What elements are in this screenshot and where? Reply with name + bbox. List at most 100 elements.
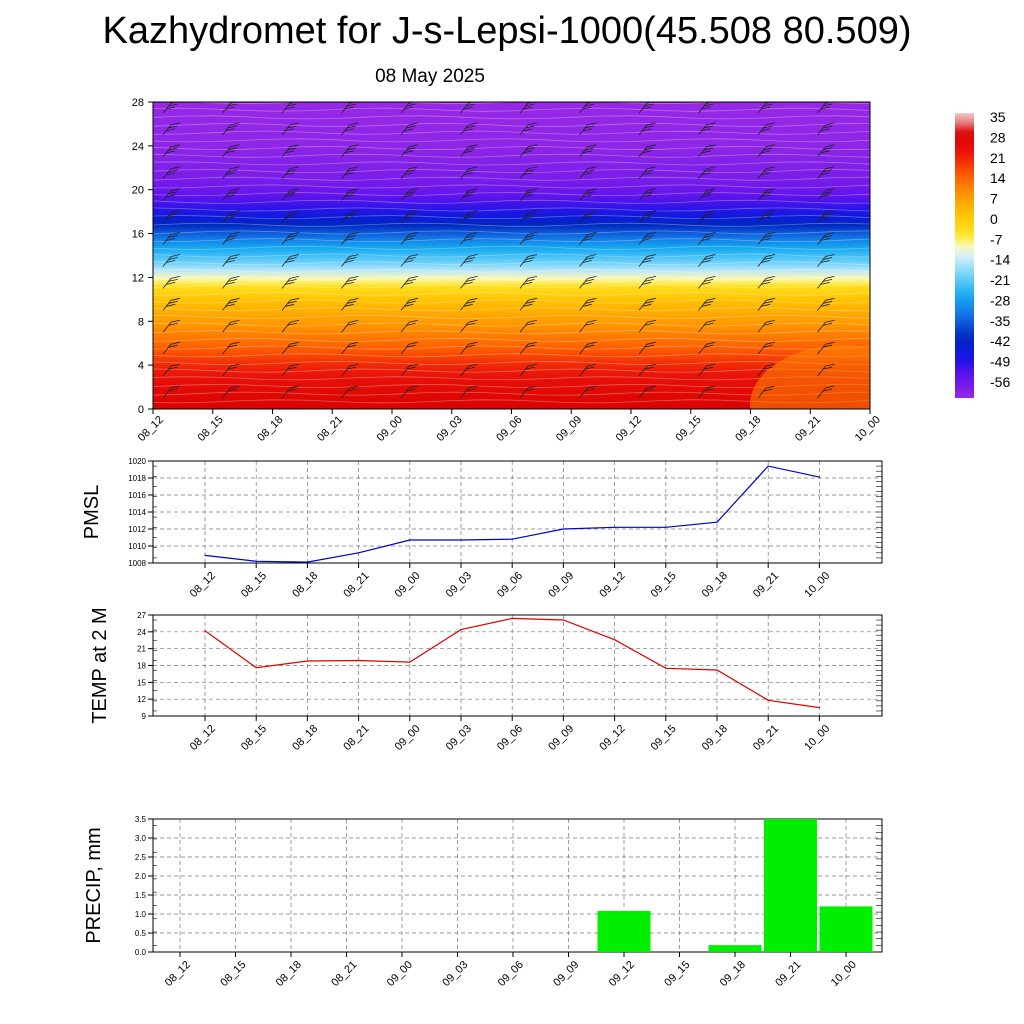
wind-barb-staff	[698, 190, 707, 201]
wind-barb-flag	[466, 191, 476, 195]
wind-barb-flag	[525, 257, 535, 260]
wind-barb-flag	[765, 232, 776, 235]
wind-barb-flag	[285, 194, 295, 198]
wind-barb-flag	[406, 322, 416, 326]
contour-line	[153, 314, 870, 319]
wind-barb-flag	[404, 238, 414, 241]
contour-line	[153, 192, 870, 197]
wind-barb-flag	[168, 366, 178, 370]
contour-line	[153, 345, 870, 350]
wind-barb-staff	[698, 322, 707, 333]
contour-line	[153, 230, 870, 235]
x-tick-label: 09_06	[495, 570, 525, 600]
wind-barb-flag	[763, 257, 773, 260]
wind-barb-staff	[638, 168, 648, 179]
colorbar: 35 28 21 14 7 0 -7 -14 -21 -28 -35 -42 -49 -56	[955, 109, 1010, 398]
wind-barb-flag	[823, 257, 833, 260]
x-tick-label: 09_15	[649, 570, 679, 600]
wind-barb-flag	[349, 166, 359, 170]
wind-barb-flag	[704, 213, 714, 216]
wind-barb-staff	[281, 234, 291, 245]
wind-barb-flag	[763, 344, 773, 348]
contour-line	[153, 215, 870, 220]
wind-barb-flag	[287, 147, 297, 151]
wind-barb-flag	[468, 363, 478, 367]
wind-barb-flag	[347, 257, 357, 260]
wind-barb-flag	[349, 122, 359, 126]
wind-barb-flag	[823, 322, 833, 326]
wind-barb-flag	[463, 303, 473, 307]
wind-barb-flag	[825, 363, 835, 367]
wind-barb-flag	[765, 144, 776, 148]
wind-barb-flag	[466, 366, 476, 370]
wind-barb-flag	[823, 344, 833, 348]
wind-barb-flag	[701, 150, 711, 154]
wind-barb-staff	[877, 256, 885, 266]
wind-barb-flag	[885, 342, 894, 344]
wind-barb-flag	[646, 385, 657, 389]
wind-barb-flag	[825, 144, 835, 148]
wind-barb-flag	[823, 103, 833, 107]
y-tick-label: 16	[132, 229, 144, 241]
wind-barb-flag	[168, 191, 178, 195]
wind-barb-staff	[162, 168, 172, 179]
wind-barb-flag	[706, 232, 716, 235]
wind-barb-staff	[400, 365, 410, 377]
wind-barb-staff	[222, 234, 231, 245]
wind-barb-flag	[706, 188, 716, 192]
wind-barb-staff	[638, 212, 648, 223]
wind-barb-flag	[525, 388, 535, 392]
wind-barb-staff	[757, 168, 767, 179]
contour-line	[153, 299, 870, 304]
x-tick-label: 08_18	[255, 414, 285, 444]
wind-barb-flag	[880, 107, 889, 109]
wind-barb-flag	[587, 385, 597, 389]
wind-barb-staff	[162, 256, 172, 267]
contour-line	[153, 307, 870, 312]
wind-barb-flag	[170, 363, 181, 367]
wind-barb-staff	[222, 124, 231, 136]
wind-barb-flag	[646, 254, 657, 257]
wind-barb-staff	[222, 300, 231, 311]
wind-barb-flag	[820, 172, 830, 176]
wind-barb-flag	[289, 341, 300, 345]
wind-barb-flag	[408, 102, 416, 104]
wind-barb-staff	[162, 278, 172, 289]
wind-barb-flag	[704, 147, 714, 151]
wind-barb-flag	[285, 260, 295, 263]
y-tick-label: 28	[132, 97, 144, 109]
wind-barb-flag	[525, 191, 535, 195]
wind-barb-flag	[170, 276, 181, 279]
wind-barb-flag	[225, 216, 235, 219]
temp-2m-panel: 9 12 15 18 21 24 27 08_12 08_15 08_18 08_21 09_00 09…	[89, 607, 883, 753]
wind-barb-staff	[222, 168, 231, 179]
contour-line	[153, 169, 870, 174]
wind-barb-staff	[281, 190, 291, 201]
wind-barb-flag	[344, 216, 354, 219]
wind-barb-flag	[406, 147, 416, 151]
wind-barb-staff	[579, 168, 588, 179]
wind-barb-flag	[230, 254, 240, 257]
contour-line	[153, 207, 870, 212]
wind-barb-flag	[701, 172, 711, 176]
wind-barb-flag	[170, 341, 181, 345]
wind-barb-staff	[698, 212, 707, 223]
wind-barb-flag	[468, 319, 478, 323]
wind-barb-flag	[644, 300, 654, 304]
contour-line	[153, 261, 870, 266]
wind-barb-flag	[880, 260, 889, 262]
wind-barb-flag	[585, 191, 595, 195]
wind-barb-flag	[523, 194, 533, 198]
temp-point	[460, 628, 462, 631]
wind-barb-staff	[460, 387, 469, 399]
x-tick-label: 08_12	[188, 723, 218, 753]
wind-barb-flag	[287, 300, 297, 304]
wind-barb-flag	[704, 125, 714, 129]
wind-barb-staff	[519, 300, 529, 311]
wind-barb-flag	[885, 233, 894, 235]
wind-barb-flag	[230, 297, 240, 301]
wind-barb-flag	[761, 150, 771, 154]
wind-barb-flag	[285, 216, 295, 219]
wind-barb-flag	[642, 150, 652, 154]
pmsl-point	[306, 561, 308, 563]
